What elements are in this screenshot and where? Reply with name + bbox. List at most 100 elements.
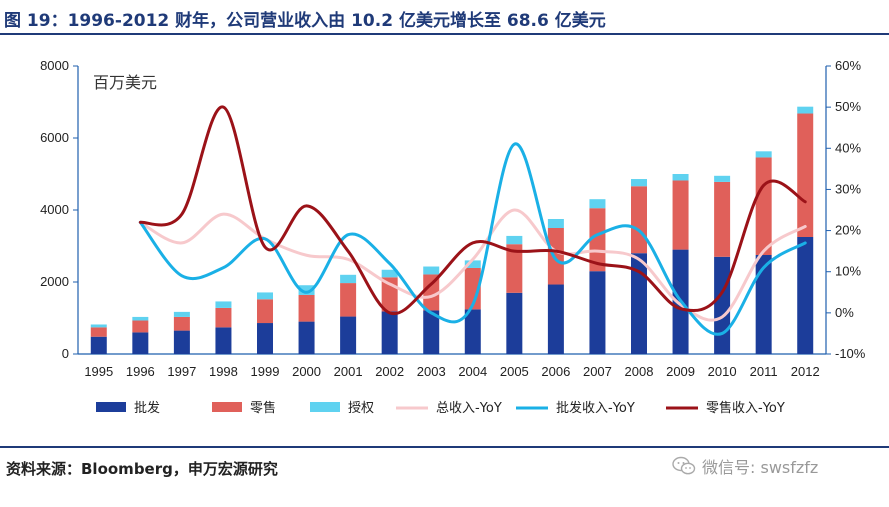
bar-wholesale [298,321,315,354]
y-left-tick-label: 2000 [40,274,69,289]
bar-retail [298,294,315,322]
bar-wholesale [506,292,523,354]
y-right-tick-label: 50% [835,99,861,114]
footer-divider [0,446,889,448]
legend-wholesale-yoy-label: 批发收入-YoY [556,400,635,416]
x-tick-label: 2001 [334,364,363,379]
tick-labels: 0 2000 4000 6000 8000 -10% 0% 10% 20% 30% 40% 50% 60… [40,58,866,379]
bar-license [257,292,273,300]
bar-retail [423,274,440,311]
bar-retail [464,267,481,310]
bar-retail [215,307,232,328]
y-right-tick-label: 60% [835,58,861,73]
axes [73,65,831,355]
x-tick-label: 2012 [791,364,820,379]
unit-label: 百万美元 [93,73,157,92]
legend: 批发 零售 授权 总收入-YoY 批发收入-YoY 零售收入-YoY [96,400,785,416]
line-retail-yoy [138,105,807,316]
bar-license [173,311,190,317]
bar-license [672,174,689,181]
legend-total-yoy-label: 总收入-YoY [436,401,502,416]
bar-wholesale [631,253,647,354]
bar-retail [173,316,190,331]
line-total-yoy [138,208,807,322]
y-left-tick-label: 6000 [40,130,69,145]
title-divider [0,33,889,35]
y-left-tick-label: 4000 [40,202,69,217]
source-note: 资料来源：Bloomberg，申万宏源研究 [6,460,278,478]
bar-wholesale [714,256,731,354]
legend-retail-yoy-label: 零售收入-YoY [706,400,785,416]
x-tick-label: 1998 [209,364,238,379]
x-tick-label: 2008 [625,364,654,379]
x-tick-label: 2010 [708,364,737,379]
bar-license [423,266,440,275]
y-right-tick-label: 40% [835,140,861,155]
bar-license [132,316,149,321]
bar-retail [589,208,606,272]
bar-license [506,235,523,245]
bar-retail [755,157,772,255]
y-right-tick-label: 0% [835,305,854,320]
bar-license [90,324,107,328]
bar-wholesale [173,330,190,354]
bar-wholesale [340,316,357,354]
bar-license [714,175,731,182]
x-tick-label: 2000 [292,364,321,379]
bar-wholesale [90,336,107,354]
bar-retail [672,180,689,250]
x-tick-label: 1995 [84,364,113,379]
y-left-tick-label: 8000 [40,58,69,73]
legend-wholesale-swatch [96,402,126,412]
bar-wholesale [464,309,481,354]
bar-wholesale [257,323,273,354]
bar-retail [90,327,107,337]
legend-retail-label: 零售 [250,400,276,416]
y-right-tick-label: 10% [835,264,861,279]
bar-wholesale [797,237,814,354]
wechat-id: 微信号: swsfzfz [702,458,819,477]
bar-wholesale [423,310,440,354]
chart-title: 图 19：1996-2012 财年，公司营业收入由 10.2 亿美元增长至 68… [4,11,606,31]
bar-retail [257,299,273,324]
bar-retail [506,244,523,293]
y-right-tick-label: -10% [835,346,866,361]
bar-license [464,260,481,268]
legend-retail-swatch [212,402,242,412]
bar-retail [340,283,357,317]
x-tick-label: 2009 [666,364,695,379]
bar-license [797,106,814,114]
bar-retail [797,113,814,237]
bar-retail [132,320,149,333]
legend-license-label: 授权 [348,400,374,416]
legend-wholesale-label: 批发 [134,400,160,416]
bar-wholesale [132,332,149,354]
bar-license [755,151,772,158]
y-left-tick-label: 0 [62,346,69,361]
bar-license [215,301,232,308]
bar-retail [631,186,647,254]
bar-license [547,219,564,228]
legend-license-swatch [310,402,340,412]
x-tick-label: 2007 [583,364,612,379]
x-tick-label: 1999 [251,364,280,379]
y-right-tick-label: 20% [835,223,861,238]
wechat-watermark: 微信号: swsfzfz [672,454,818,478]
bar-wholesale [547,284,564,354]
bar-license [631,179,647,187]
bar-retail [547,228,564,285]
x-tick-label: 1996 [126,364,155,379]
x-tick-label: 2003 [417,364,446,379]
bar-wholesale [755,255,772,354]
x-tick-label: 2005 [500,364,529,379]
x-tick-label: 1997 [167,364,196,379]
x-tick-label: 2004 [458,364,487,379]
yoy-lines [138,105,807,336]
line-wholesale-yoy [138,142,807,336]
x-tick-label: 2011 [750,364,778,379]
chart-area: 0 2000 4000 6000 8000 -10% 0% 10% 20% 30% 40% 50% 60… [40,58,866,416]
bar-license [589,199,606,209]
wechat-icon [672,456,696,475]
y-right-tick-label: 30% [835,181,861,196]
bar-license [340,274,357,284]
